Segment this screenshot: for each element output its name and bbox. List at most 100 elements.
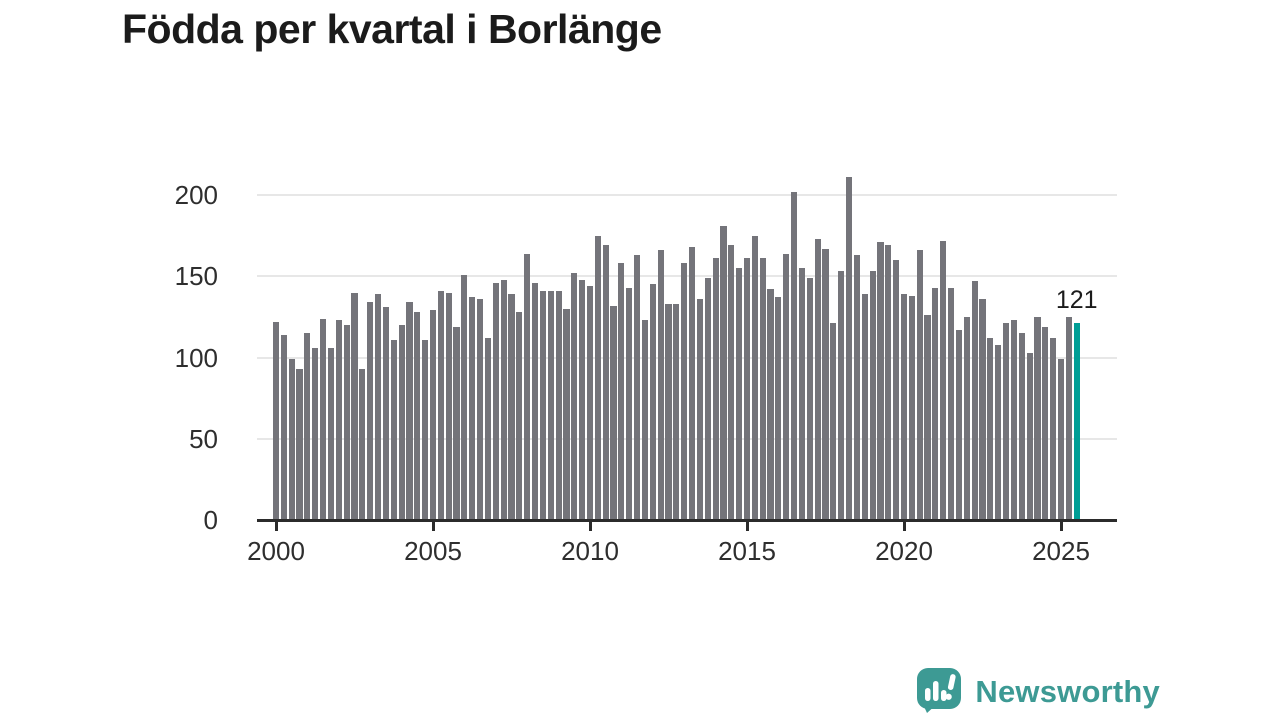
bar[interactable] <box>320 318 327 521</box>
bar[interactable] <box>775 297 782 521</box>
bar[interactable] <box>288 359 295 521</box>
bar[interactable] <box>602 245 609 521</box>
bar[interactable] <box>877 242 884 521</box>
bar[interactable] <box>335 320 342 521</box>
bar[interactable] <box>445 292 452 521</box>
bar[interactable] <box>555 290 562 521</box>
bar[interactable] <box>720 225 727 521</box>
bar[interactable] <box>924 315 931 522</box>
bar[interactable] <box>280 334 287 522</box>
bar[interactable] <box>327 347 335 522</box>
bar[interactable] <box>869 271 876 521</box>
bar[interactable] <box>736 268 743 521</box>
bar[interactable] <box>861 294 868 521</box>
bar[interactable] <box>853 255 860 521</box>
bar[interactable] <box>524 253 531 521</box>
bar[interactable] <box>665 303 672 521</box>
bar[interactable] <box>900 294 908 521</box>
bar[interactable] <box>688 247 696 521</box>
bar[interactable] <box>492 282 499 522</box>
bar[interactable] <box>547 290 554 521</box>
bar[interactable] <box>657 250 664 522</box>
bar[interactable] <box>940 240 947 521</box>
bar[interactable] <box>1042 326 1049 521</box>
bar[interactable] <box>343 325 350 521</box>
bar[interactable] <box>838 271 845 521</box>
bar[interactable] <box>673 303 680 521</box>
bar[interactable] <box>751 235 758 521</box>
bar[interactable] <box>649 284 656 521</box>
bar[interactable] <box>422 339 429 521</box>
bar[interactable] <box>626 287 633 521</box>
bar[interactable] <box>618 263 625 522</box>
bar[interactable] <box>783 253 790 521</box>
bar[interactable] <box>712 258 719 521</box>
bar[interactable] <box>1018 333 1025 521</box>
bar[interactable] <box>382 307 389 521</box>
bar[interactable] <box>641 320 649 521</box>
bar[interactable] <box>955 329 963 521</box>
bar[interactable] <box>696 299 703 521</box>
bar[interactable] <box>822 248 829 521</box>
bar[interactable] <box>414 312 421 521</box>
bar[interactable] <box>885 245 892 521</box>
bar[interactable] <box>390 339 397 521</box>
bar[interactable] <box>979 299 986 521</box>
bar-highlighted[interactable] <box>1073 323 1080 521</box>
bar[interactable] <box>437 290 444 521</box>
bar[interactable] <box>516 312 523 521</box>
bar[interactable] <box>579 279 586 521</box>
bar[interactable] <box>1026 352 1033 521</box>
bar[interactable] <box>806 277 813 521</box>
bar[interactable] <box>571 273 578 521</box>
bar[interactable] <box>1010 320 1017 521</box>
bar[interactable] <box>987 338 994 521</box>
bar[interactable] <box>1002 323 1010 521</box>
bar[interactable] <box>743 258 751 521</box>
bar[interactable] <box>594 235 601 521</box>
bar[interactable] <box>995 344 1002 521</box>
bar[interactable] <box>374 294 382 521</box>
bar[interactable] <box>453 326 460 521</box>
bar[interactable] <box>272 321 280 522</box>
bar[interactable] <box>893 260 900 521</box>
bar[interactable] <box>814 238 821 521</box>
bar[interactable] <box>469 297 476 521</box>
bar[interactable] <box>429 310 437 521</box>
bar[interactable] <box>296 368 303 521</box>
bar[interactable] <box>398 325 405 521</box>
bar[interactable] <box>767 289 774 522</box>
bar[interactable] <box>367 302 374 522</box>
bar[interactable] <box>484 338 492 521</box>
bar[interactable] <box>539 290 546 521</box>
bar[interactable] <box>563 308 570 522</box>
bar[interactable] <box>610 305 617 521</box>
bar[interactable] <box>759 258 766 521</box>
bar[interactable] <box>312 347 319 522</box>
bar[interactable] <box>845 177 853 521</box>
bar[interactable] <box>791 191 798 522</box>
bar[interactable] <box>359 368 366 521</box>
bar[interactable] <box>681 263 688 522</box>
bar[interactable] <box>351 292 358 521</box>
bar[interactable] <box>461 274 468 521</box>
bar[interactable] <box>798 268 806 521</box>
bar[interactable] <box>830 323 837 521</box>
bar[interactable] <box>477 299 484 521</box>
bar[interactable] <box>304 333 311 521</box>
bar[interactable] <box>1050 338 1057 521</box>
bar[interactable] <box>932 287 939 521</box>
bar[interactable] <box>971 281 978 521</box>
bar[interactable] <box>1057 359 1065 521</box>
bar[interactable] <box>963 316 970 521</box>
bar[interactable] <box>704 277 711 521</box>
bar[interactable] <box>406 302 413 522</box>
bar[interactable] <box>916 250 923 522</box>
bar[interactable] <box>508 294 515 521</box>
bar[interactable] <box>908 295 915 522</box>
bar[interactable] <box>634 255 641 521</box>
bar[interactable] <box>586 286 594 521</box>
bar[interactable] <box>500 279 507 521</box>
bar[interactable] <box>531 282 539 522</box>
bar[interactable] <box>1065 316 1072 521</box>
